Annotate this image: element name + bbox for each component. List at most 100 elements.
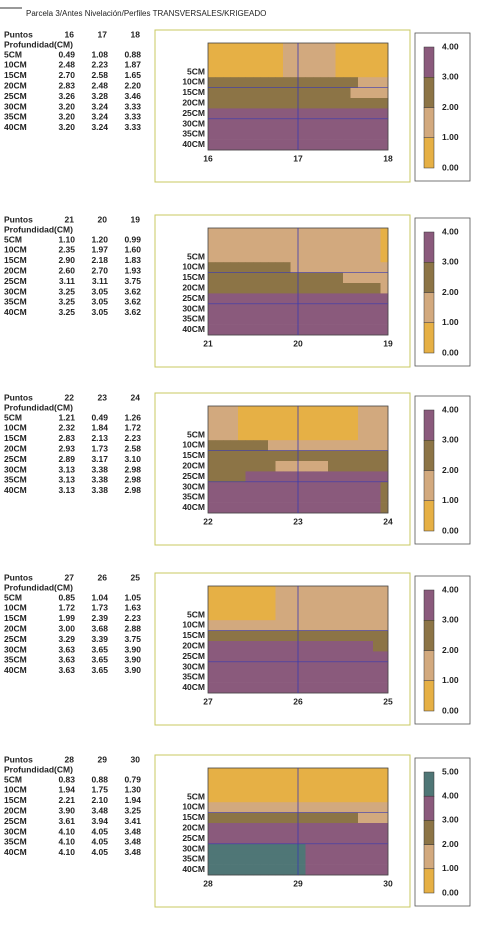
contour-cell bbox=[343, 471, 351, 483]
contour-cell bbox=[320, 481, 329, 493]
contour-cell bbox=[208, 77, 216, 88]
contour-cell bbox=[373, 768, 381, 803]
contour-cell bbox=[260, 586, 269, 621]
contour-cell bbox=[238, 864, 246, 876]
contour-cell bbox=[275, 502, 284, 514]
contour-cell bbox=[298, 492, 306, 503]
contour-cell bbox=[208, 471, 216, 483]
contour-cell bbox=[253, 450, 261, 462]
chart-depth-label: 30CM bbox=[182, 481, 205, 491]
contour-cell bbox=[238, 651, 246, 663]
contour-cell bbox=[343, 682, 351, 694]
contour-cell bbox=[313, 324, 321, 336]
contour-cell bbox=[328, 471, 336, 483]
contour-cell bbox=[268, 768, 276, 803]
contour-cell bbox=[245, 139, 254, 151]
contour-cell bbox=[343, 620, 351, 631]
contour-cell bbox=[328, 139, 336, 151]
contour-cell bbox=[373, 682, 381, 694]
contour-cell bbox=[298, 651, 306, 663]
contour-cell bbox=[358, 651, 366, 663]
contour-cell bbox=[208, 812, 216, 824]
contour-cell bbox=[358, 303, 366, 315]
contour-cell bbox=[223, 620, 231, 631]
contour-cell bbox=[223, 651, 231, 663]
cell-value: 1.60 bbox=[124, 245, 141, 255]
legend-frame bbox=[414, 32, 471, 182]
legend-swatch bbox=[423, 409, 435, 441]
contour-cell bbox=[215, 77, 224, 88]
contour-cell bbox=[208, 843, 216, 855]
contour-cell bbox=[268, 682, 276, 694]
contour-cell bbox=[328, 129, 336, 140]
contour-cell bbox=[380, 672, 389, 683]
contour-cell bbox=[230, 87, 239, 99]
cell-value: 3.62 bbox=[124, 307, 141, 317]
contour-cell bbox=[290, 672, 299, 683]
contour-cell bbox=[358, 272, 366, 284]
contour-cell bbox=[283, 481, 291, 493]
cell-value: 1.10 bbox=[58, 234, 75, 244]
contour-cell bbox=[238, 502, 246, 514]
cell-value: 3.62 bbox=[124, 286, 141, 296]
contour-cell bbox=[283, 651, 291, 663]
depth-label: 20CM bbox=[4, 443, 27, 453]
contour-cell bbox=[328, 802, 336, 813]
contour-cell bbox=[358, 802, 366, 813]
contour-cell bbox=[253, 481, 261, 493]
contour-cell bbox=[380, 492, 389, 503]
contour-cell bbox=[350, 854, 359, 865]
cell-value: 1.30 bbox=[124, 785, 141, 795]
cell-value: 1.93 bbox=[124, 265, 141, 275]
contour-cell bbox=[313, 108, 321, 120]
contour-cell bbox=[365, 620, 374, 631]
contour-cell bbox=[313, 854, 321, 865]
contour-cell bbox=[380, 802, 389, 813]
depth-label: 15CM bbox=[4, 433, 27, 443]
contour-cell bbox=[268, 672, 276, 683]
legend-label: 4.00 bbox=[442, 226, 459, 236]
contour-cell bbox=[328, 98, 336, 109]
contour-cell bbox=[223, 812, 231, 824]
contour-cell bbox=[268, 293, 276, 305]
cell-value: 2.18 bbox=[91, 255, 108, 265]
contour-cell bbox=[365, 672, 374, 683]
contour-cell bbox=[335, 802, 344, 813]
contour-cell bbox=[268, 98, 276, 109]
contour-cell bbox=[305, 139, 314, 151]
contour-cell bbox=[320, 661, 329, 673]
contour-cell bbox=[365, 406, 374, 441]
contour-cell bbox=[380, 812, 389, 824]
contour-cell bbox=[350, 641, 359, 652]
contour-cell bbox=[223, 802, 231, 813]
contour-cell bbox=[343, 87, 351, 99]
legend-label: 3.00 bbox=[442, 615, 459, 625]
contour-cell bbox=[215, 440, 224, 451]
point-label: 17 bbox=[98, 29, 108, 39]
contour-cell bbox=[373, 77, 381, 88]
cell-value: 3.46 bbox=[124, 91, 141, 101]
contour-cell bbox=[380, 324, 389, 336]
contour-cell bbox=[335, 823, 344, 834]
contour-cell bbox=[335, 502, 344, 514]
contour-cell bbox=[380, 630, 389, 642]
contour-cell bbox=[298, 118, 306, 130]
contour-cell bbox=[380, 502, 389, 514]
cell-value: 3.20 bbox=[58, 101, 75, 111]
chart-depth-label: 20CM bbox=[182, 460, 205, 470]
depth-label: 5CM bbox=[4, 412, 22, 422]
contour-cell bbox=[305, 98, 314, 109]
contour-cell bbox=[335, 620, 344, 631]
contour-cell bbox=[380, 87, 389, 99]
depth-label: 10CM bbox=[4, 785, 27, 795]
contour-cell bbox=[365, 450, 374, 462]
contour-cell bbox=[230, 283, 239, 294]
contour-cell bbox=[365, 802, 374, 813]
contour-cell bbox=[230, 228, 239, 263]
contour-cell bbox=[365, 854, 374, 865]
contour-cell bbox=[253, 502, 261, 514]
contour-cell bbox=[268, 630, 276, 642]
contour-cell bbox=[238, 272, 246, 284]
contour-cell bbox=[373, 406, 381, 441]
